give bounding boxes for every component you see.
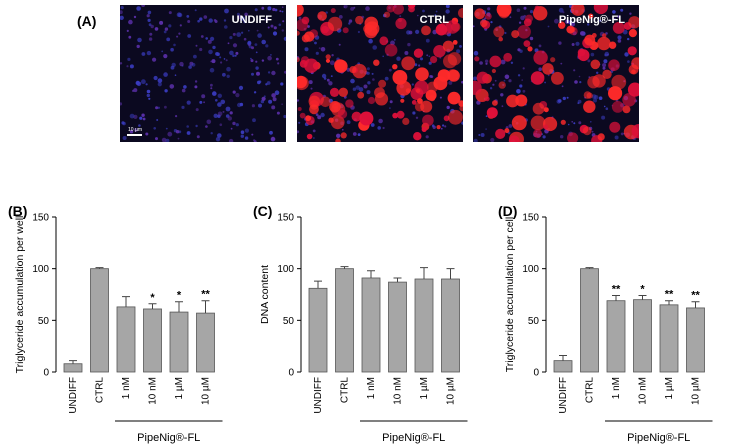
significance-marker: ** <box>691 290 700 302</box>
micrograph-ctrl-label: CTRL <box>419 14 449 26</box>
error-bar <box>122 296 130 307</box>
x-tick-label: CTRL <box>95 377 106 404</box>
significance-marker: * <box>640 284 645 296</box>
y-tick-label: 100 <box>522 264 539 275</box>
y-tick-label: 0 <box>533 368 539 379</box>
bar <box>335 268 354 373</box>
x-tick-label: UNDIFF <box>558 377 569 414</box>
bar <box>659 304 679 373</box>
x-tick-label: 10 µM <box>446 377 457 405</box>
x-tick-label: 10 nM <box>393 377 404 405</box>
x-tick-label: 10 µM <box>691 377 702 405</box>
y-axis-label: Triglyceride accumulation per cell <box>504 217 516 372</box>
y-axis-label: Triglyceride accumulation per well <box>14 216 26 374</box>
x-tick-label: 1 µM <box>664 377 675 399</box>
y-tick-label: 50 <box>528 316 540 327</box>
bar <box>169 311 189 373</box>
significance-marker: ** <box>665 289 674 301</box>
error-bar <box>340 266 349 269</box>
bar <box>441 278 460 373</box>
error-bar <box>148 303 157 309</box>
x-tick-label: 1 nM <box>121 377 132 399</box>
bar <box>361 277 381 373</box>
x-tick-label: CTRL <box>585 377 596 404</box>
error-bar <box>175 301 183 313</box>
x-tick-label: 10 nM <box>148 377 159 405</box>
y-tick-label: 50 <box>38 316 50 327</box>
error-bar <box>665 300 673 305</box>
chart-panel-d: (D)Triglyceride accumulation per cell 0 50… <box>498 203 713 444</box>
y-tick-label: 100 <box>277 264 294 275</box>
bar <box>633 299 652 373</box>
x-tick-label: UNDIFF <box>68 377 79 414</box>
panel-label: (C) <box>253 203 272 219</box>
x-tick-label: 10 µM <box>201 377 212 405</box>
error-bar <box>612 295 620 301</box>
x-tick-label: 1 µM <box>419 377 430 399</box>
bar <box>606 300 626 373</box>
significance-marker: * <box>177 290 182 302</box>
error-bar <box>420 267 428 279</box>
x-tick-label: CTRL <box>340 377 351 404</box>
bar <box>90 268 109 373</box>
x-tick-label: 1 nM <box>366 377 377 399</box>
micrograph-pipenig: PipeNig®-FL <box>473 5 639 142</box>
x-tick-label: 10 nM <box>638 377 649 405</box>
x-tick-label: UNDIFF <box>313 377 324 414</box>
x-tick-label: 1 µM <box>174 377 185 399</box>
chart-panel-c: (C) DNA content 0 50 100 150 UNDIFF CTRL 1 nM 10 … <box>253 203 468 444</box>
y-tick-label: 100 <box>32 264 49 275</box>
y-tick-label: 0 <box>288 368 294 379</box>
bar <box>143 308 162 373</box>
error-bar <box>95 267 104 269</box>
micrograph-undiff: UNDIFF 10 µm <box>120 5 286 142</box>
error-bar <box>393 277 402 283</box>
error-bar <box>638 295 647 300</box>
panel-a-label: (A) <box>77 13 97 29</box>
y-tick-label: 50 <box>283 316 295 327</box>
y-tick-label: 150 <box>277 213 294 224</box>
y-tick-label: 150 <box>522 213 539 224</box>
error-bar <box>314 280 322 289</box>
micrograph-undiff-label: UNDIFF <box>231 14 272 26</box>
significance-marker: ** <box>201 289 210 301</box>
bar <box>686 307 705 373</box>
significance-marker: ** <box>612 284 621 296</box>
bar <box>388 281 407 373</box>
scale-bar-label: 10 µm <box>128 127 142 133</box>
scale-bar <box>127 134 142 136</box>
bar <box>196 312 215 373</box>
significance-marker: * <box>150 292 155 304</box>
group-label: PipeNig®-FL <box>382 432 445 444</box>
error-bar <box>585 267 594 269</box>
error-bar <box>559 354 567 361</box>
group-label: PipeNig®-FL <box>137 432 200 444</box>
micrograph-ctrl: CTRL <box>297 5 463 142</box>
error-bar <box>446 268 455 279</box>
micrograph-pipenig-image <box>473 5 639 142</box>
error-bar <box>691 301 700 308</box>
bar <box>116 306 136 373</box>
x-tick-label: 1 nM <box>611 377 622 399</box>
error-bar <box>69 360 77 364</box>
micrograph-undiff-image <box>120 5 286 142</box>
y-tick-label: 0 <box>43 368 49 379</box>
bar <box>553 360 573 373</box>
panel-label: (B) <box>8 203 27 219</box>
y-tick-label: 150 <box>32 213 49 224</box>
chart-panel-b: (B)Triglyceride accumulation per well 0 50… <box>8 203 223 444</box>
panel-label: (D) <box>498 203 517 219</box>
micrograph-ctrl-image <box>297 5 463 142</box>
error-bar <box>201 300 210 314</box>
y-axis-label: DNA content <box>259 265 271 324</box>
bar <box>414 278 434 373</box>
micrograph-pipenig-label: PipeNig®-FL <box>558 14 625 26</box>
error-bar <box>367 270 375 278</box>
bar <box>580 268 599 373</box>
bar <box>63 363 83 373</box>
bar <box>308 287 328 373</box>
group-label: PipeNig®-FL <box>627 432 690 444</box>
